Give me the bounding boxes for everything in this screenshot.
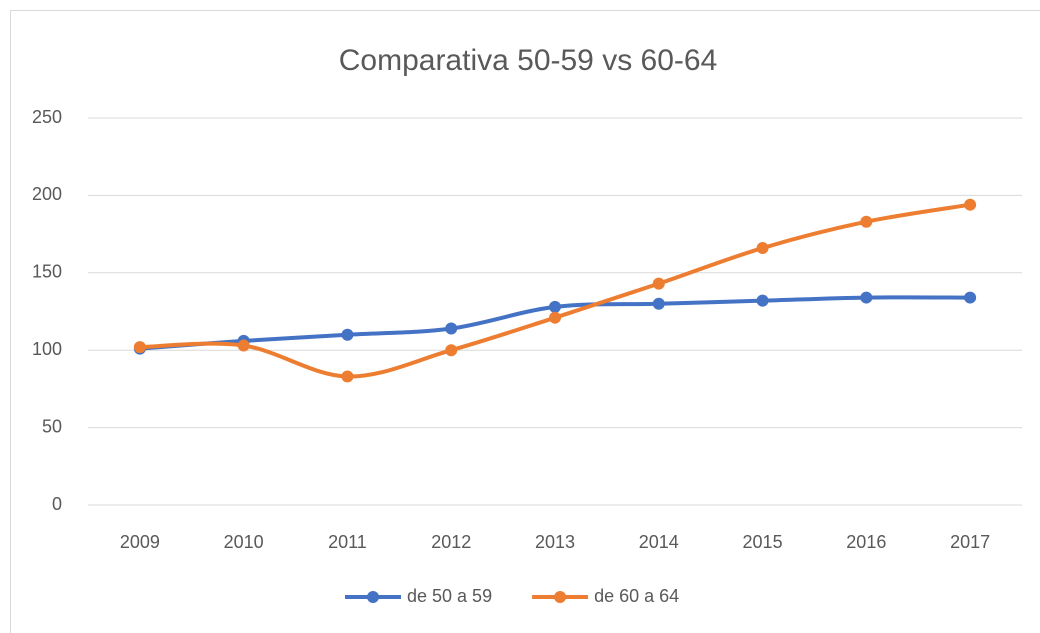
point [860, 291, 873, 304]
point [756, 294, 769, 307]
legend-marker [367, 591, 379, 603]
x-tick-label: 2016 [846, 532, 886, 552]
legend-label: de 50 a 59 [407, 586, 492, 606]
point [133, 341, 146, 354]
x-tick-label: 2015 [743, 532, 783, 552]
point [445, 322, 458, 335]
point [341, 370, 354, 383]
point [445, 344, 458, 357]
x-tick-label: 2013 [535, 532, 575, 552]
x-tick-label: 2011 [328, 532, 367, 552]
point [549, 311, 561, 324]
legend-label: de 60 a 64 [594, 586, 679, 606]
point [756, 242, 769, 255]
point [964, 198, 977, 211]
point [964, 291, 977, 304]
point [549, 300, 561, 313]
y-tick-label: 100 [32, 339, 62, 359]
y-tick-label: 200 [32, 184, 62, 204]
chart-frame [10, 10, 1040, 633]
y-tick-label: 150 [32, 262, 62, 282]
x-tick-label: 2014 [639, 532, 679, 552]
chart-title: Comparativa 50-59 vs 60-64 [339, 44, 718, 77]
x-tick-label: 2012 [431, 532, 471, 552]
x-tick-label: 2009 [120, 532, 160, 552]
y-tick-label: 250 [32, 107, 62, 127]
point [341, 328, 354, 341]
y-tick-label: 0 [52, 494, 62, 514]
legend-marker [554, 591, 567, 603]
point [237, 339, 250, 352]
point [652, 277, 665, 290]
x-tick-label: 2017 [950, 532, 990, 552]
point [652, 297, 665, 310]
y-tick-label: 50 [42, 416, 62, 436]
point [860, 215, 873, 228]
x-tick-label: 2010 [224, 532, 264, 552]
